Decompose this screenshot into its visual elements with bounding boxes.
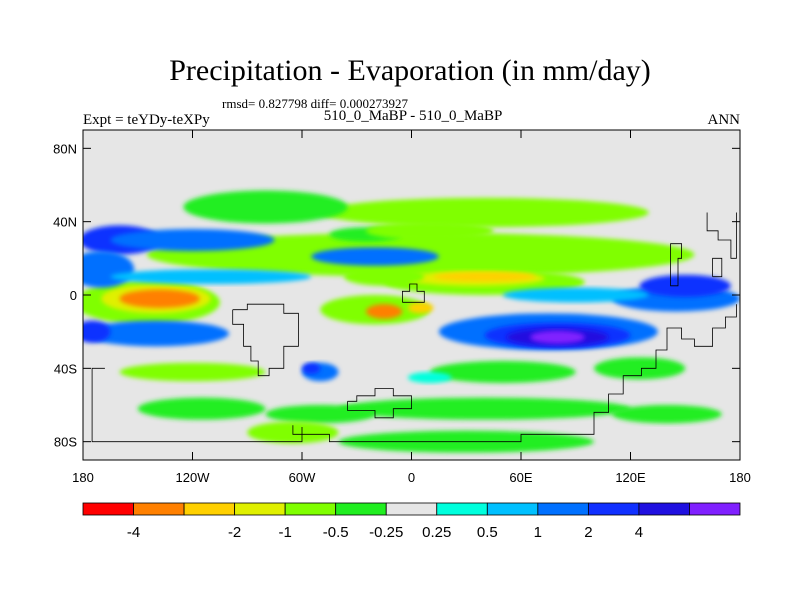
center-label: 510_0_MaBP - 510_0_MaBP xyxy=(324,108,503,124)
stats-line: rmsd= 0.827798 diff= 0.000273927 xyxy=(222,96,408,111)
field-region-19 xyxy=(83,320,229,347)
field-region-7 xyxy=(433,272,536,282)
x-tick-label-1: 120W xyxy=(176,470,211,485)
colorbar-box-8 xyxy=(486,502,539,516)
field-region-31 xyxy=(429,361,576,383)
colorbar-box-9 xyxy=(537,502,589,516)
land-outline-7 xyxy=(91,367,303,443)
field-region-36 xyxy=(265,405,375,424)
colorbar: -4 -2 -1 -0.5 -0.25 0.25 0.5 1 2 4 xyxy=(82,502,741,541)
y-tick-label-2: 0 xyxy=(70,288,77,303)
right-label: ANN xyxy=(708,112,741,128)
colorbar-box-2 xyxy=(183,502,236,516)
field-layer xyxy=(83,190,740,453)
colorbar-box-1 xyxy=(133,502,185,516)
y-tick-label-0: 80N xyxy=(53,141,77,156)
field-region-2 xyxy=(320,197,649,228)
land-outline-4 xyxy=(670,243,682,287)
colorbar-box-5 xyxy=(335,502,387,516)
x-tick-label-3: 0 xyxy=(408,470,415,485)
land-outline-3 xyxy=(292,304,737,443)
colorbar-box-4 xyxy=(284,502,337,516)
land-outline-layer xyxy=(91,212,737,443)
colorbar-box-7 xyxy=(436,502,488,516)
field-region-35 xyxy=(338,397,631,420)
colorbar-box-6 xyxy=(385,502,438,516)
colorbar-label-9: 4 xyxy=(635,524,643,541)
colorbar-label-8: 2 xyxy=(584,524,592,541)
field-region-30 xyxy=(302,362,321,374)
field-region-27 xyxy=(639,274,731,297)
colorbar-box-3 xyxy=(234,502,286,516)
field-region-4 xyxy=(365,221,494,240)
land-outline-2 xyxy=(347,388,412,419)
y-tick-label-1: 40N xyxy=(53,215,77,230)
field-region-13 xyxy=(365,304,403,319)
field-region-11 xyxy=(119,289,200,308)
x-tick-label-4: 60E xyxy=(509,470,532,485)
field-region-25 xyxy=(530,330,585,344)
x-tick-label-0: 180 xyxy=(72,470,94,485)
field-region-16 xyxy=(110,229,275,251)
field-region-3 xyxy=(183,190,348,224)
colorbar-box-10 xyxy=(587,502,640,516)
x-tick-label-6: 180 xyxy=(729,470,751,485)
field-region-32 xyxy=(594,357,686,380)
land-outline-1 xyxy=(401,283,425,303)
y-tick-label-4: 80S xyxy=(54,435,77,450)
field-region-8 xyxy=(343,267,425,286)
field-region-34 xyxy=(137,397,266,420)
x-tick-label-5: 120E xyxy=(615,470,646,485)
field-region-21 xyxy=(311,247,439,266)
colorbar-label-4: -0.25 xyxy=(369,524,403,541)
field-region-17 xyxy=(83,251,135,288)
field-region-33 xyxy=(119,362,266,382)
chart-title: Precipitation - Evaporation (in mm/day) xyxy=(169,54,651,87)
field-region-18 xyxy=(110,269,312,284)
colorbar-label-0: -4 xyxy=(127,524,140,541)
colorbar-box-11 xyxy=(638,502,690,516)
colorbar-label-5: 0.25 xyxy=(422,524,451,541)
field-region-20 xyxy=(83,320,111,343)
x-tick-label-2: 60W xyxy=(289,470,316,485)
colorbar-label-2: -1 xyxy=(278,524,291,541)
land-outline-5 xyxy=(706,212,737,259)
colorbar-label-6: 0.5 xyxy=(477,524,498,541)
field-region-40 xyxy=(407,372,452,383)
colorbar-box-12 xyxy=(689,502,741,516)
y-tick-label-3: 40S xyxy=(54,361,77,376)
axes-layer: 180 120W 60W 0 60E 120E 180 80N 40N 0 40S 80S xyxy=(53,130,751,485)
land-outline-6 xyxy=(712,257,723,278)
field-region-14 xyxy=(407,302,434,314)
land-outline-0 xyxy=(232,303,299,377)
left-label: Expt = teYDy-teXPy xyxy=(83,112,210,128)
field-region-28 xyxy=(502,287,649,303)
colorbar-box-0 xyxy=(82,502,134,516)
field-region-37 xyxy=(612,405,722,424)
colorbar-label-7: 1 xyxy=(534,524,542,541)
colorbar-label-1: -2 xyxy=(228,524,241,541)
colorbar-label-3: -0.5 xyxy=(323,524,349,541)
